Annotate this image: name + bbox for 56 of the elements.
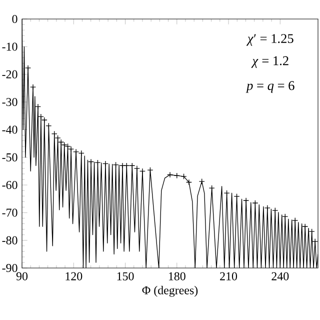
point — [282, 214, 288, 220]
point — [264, 204, 270, 211]
point — [180, 173, 187, 180]
point — [41, 117, 48, 123]
line-series — [22, 19, 318, 268]
point — [174, 172, 180, 179]
point — [88, 158, 94, 165]
point — [243, 198, 250, 204]
point — [35, 104, 41, 110]
point — [46, 122, 52, 129]
point — [167, 172, 173, 178]
annotation: χ = 1.2 — [251, 56, 288, 68]
point — [94, 160, 101, 166]
y-tick-label: -70 — [2, 208, 18, 217]
point — [25, 64, 32, 71]
point — [308, 228, 315, 234]
y-tick-label: -30 — [2, 98, 18, 106]
point — [61, 142, 68, 148]
annotation: p = q = 6 — [246, 81, 294, 93]
annotation: χ′ = 1.25 — [246, 34, 294, 46]
point — [234, 193, 240, 200]
point — [112, 162, 119, 168]
x-tick-label: 180 — [168, 272, 186, 280]
point — [51, 130, 58, 137]
x-axis-title: Φ (degrees) — [142, 286, 198, 297]
x-tick-label: 150 — [117, 272, 134, 280]
point — [38, 114, 44, 120]
point — [124, 162, 130, 169]
point — [272, 207, 278, 214]
point — [147, 167, 154, 174]
point — [186, 179, 192, 186]
y-tick-label: -80 — [2, 236, 18, 244]
y-tick-label: -60 — [2, 180, 18, 190]
point — [292, 217, 298, 224]
point — [252, 200, 258, 206]
point — [102, 160, 108, 167]
x-tick-label: 210 — [220, 272, 238, 280]
point — [120, 162, 126, 169]
x-tick-label: 240 — [272, 272, 289, 280]
point — [78, 150, 84, 156]
point — [302, 224, 308, 230]
y-tick-label: -90 — [2, 264, 18, 272]
x-tick-label: 90 — [16, 272, 28, 280]
point — [208, 185, 215, 192]
y-tick-label: -50 — [2, 153, 18, 162]
point — [312, 238, 318, 244]
y-tick-label: -10 — [2, 42, 18, 51]
point — [30, 84, 36, 90]
point — [139, 168, 146, 174]
y-tick-label: -20 — [2, 70, 18, 78]
x-tick-label: 120 — [66, 272, 82, 280]
point — [224, 190, 230, 196]
y-tick-label: -40 — [2, 126, 18, 134]
y-tick-label: 0 — [12, 14, 18, 24]
point — [64, 143, 71, 150]
point — [198, 178, 205, 184]
